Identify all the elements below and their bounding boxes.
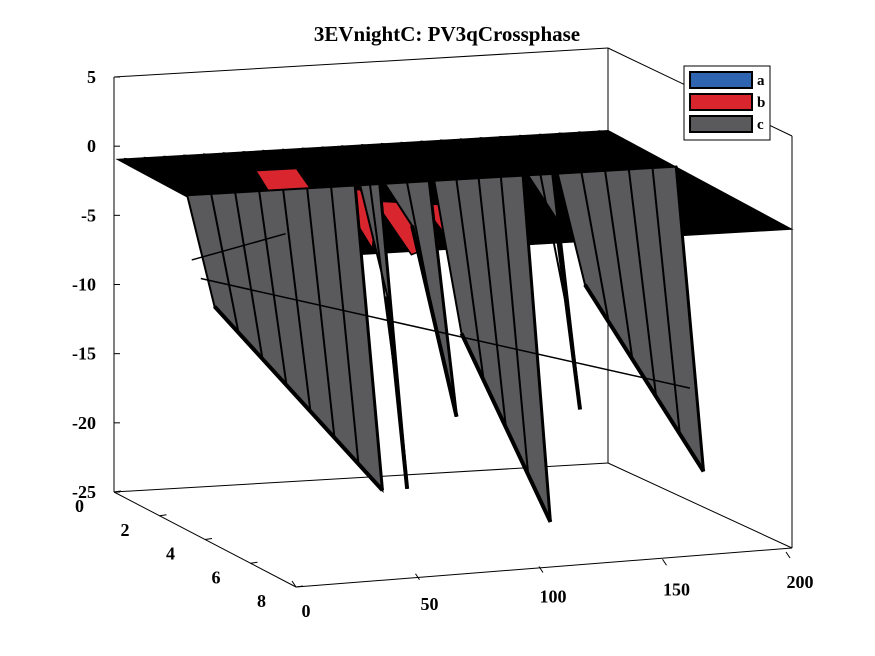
z-tick-label: -5 xyxy=(81,205,96,225)
panel-bottom-edge xyxy=(459,332,553,523)
plane-ridge xyxy=(242,150,250,155)
dip-panel-4 xyxy=(433,174,552,523)
panel-right-edge xyxy=(427,180,459,417)
panel-rib xyxy=(330,186,360,465)
panel-rib xyxy=(627,169,658,397)
x-tick-mark xyxy=(662,558,667,566)
x-tick-mark xyxy=(415,573,420,581)
surface-contour-line xyxy=(191,232,286,261)
plane-ridge xyxy=(321,146,329,151)
x-tick-label: 50 xyxy=(421,594,439,614)
x-axis-ticks: 0 50 100 150 200 xyxy=(291,551,814,621)
plane-ridge xyxy=(262,149,270,154)
dip-panel-1 xyxy=(185,184,384,494)
y-axis-ticks: 0 2 4 6 8 xyxy=(75,490,304,611)
z-tick-label: -15 xyxy=(72,344,96,364)
plane-ridge xyxy=(499,135,507,140)
plane-ridge xyxy=(360,144,368,148)
plane-ridge xyxy=(597,130,606,134)
x-tick-label: 150 xyxy=(663,579,690,599)
panel-rib xyxy=(499,176,530,475)
panel-right-edge xyxy=(551,173,582,410)
y-tick-label: 8 xyxy=(257,591,266,611)
z-axis-ticks: 5 0 -5 -10 -15 -20 -25 xyxy=(72,67,120,502)
z-tick-label: 5 xyxy=(87,67,96,87)
plane-ridge xyxy=(163,155,171,160)
legend-label-b: b xyxy=(757,95,765,111)
plane-ridge xyxy=(558,132,566,137)
x-tick-label: 0 xyxy=(302,601,311,621)
panel-bottom-edge xyxy=(213,305,384,492)
legend-swatch-b xyxy=(689,93,753,111)
dip-panel-2 xyxy=(358,182,409,489)
panel-rib xyxy=(604,170,634,360)
plane-ridge xyxy=(538,133,546,138)
plane-ridge xyxy=(143,156,151,161)
y-tick-mark xyxy=(113,490,122,493)
legend-swatch-a xyxy=(689,71,753,89)
z-tick-label: -25 xyxy=(72,482,96,502)
panel-rib xyxy=(210,193,240,333)
z-tick-label: 0 xyxy=(87,136,96,156)
y-tick-label: 0 xyxy=(75,496,84,516)
x-tick-label: 200 xyxy=(787,572,814,592)
surface-plot xyxy=(115,129,794,523)
plane-ridge xyxy=(301,147,309,152)
panel-right-edge xyxy=(353,185,384,491)
plane-ridge xyxy=(222,152,230,156)
plane-ridge xyxy=(400,141,408,146)
plane-ridge xyxy=(341,145,349,149)
floor-right-edge xyxy=(607,462,793,549)
plane-ridge xyxy=(439,139,448,144)
plane-ridge xyxy=(578,131,586,136)
y-tick-mark xyxy=(204,538,213,540)
plane-ridge xyxy=(459,138,467,142)
x-tick-mark xyxy=(291,580,297,588)
plane-ridge xyxy=(182,154,191,159)
panel-rib xyxy=(234,192,264,360)
panel-right-edge xyxy=(378,183,409,489)
z-tick-label: -20 xyxy=(72,413,96,433)
x-tick-mark xyxy=(538,566,544,573)
panel-right-edge xyxy=(674,166,706,472)
x-tick-mark xyxy=(785,551,791,559)
x-tick-label: 100 xyxy=(540,587,567,607)
panel-bottom-edge xyxy=(410,225,459,418)
panel-rib xyxy=(306,188,336,438)
y-tick-mark xyxy=(295,585,304,588)
y-tick-label: 4 xyxy=(166,544,175,564)
plane-ridge xyxy=(281,148,289,153)
y-tick-mark xyxy=(250,561,258,564)
y-tick-label: 6 xyxy=(212,567,221,587)
y-tick-mark xyxy=(159,514,167,517)
panel-rib xyxy=(258,190,288,386)
plane-ridge xyxy=(123,157,131,162)
surface-contour-line xyxy=(200,277,691,389)
panel-rib xyxy=(651,167,681,435)
panel-right-edge xyxy=(521,175,552,522)
legend-label-c: c xyxy=(757,117,764,133)
legend-label-a: a xyxy=(757,73,765,89)
panel-rib xyxy=(477,178,507,428)
y-tick-label: 2 xyxy=(121,520,130,540)
x-axis-line xyxy=(295,547,793,588)
panel-rib xyxy=(455,179,485,381)
plane-ridge xyxy=(518,134,527,139)
legend-swatch-c xyxy=(689,115,753,133)
plane-ridge xyxy=(479,137,487,141)
z-tick-label: -10 xyxy=(72,275,96,295)
plane-ridge xyxy=(202,153,210,158)
legend: abc xyxy=(683,65,771,141)
plane-ridge xyxy=(380,142,388,147)
chart-title: 3EVnightC: PV3qCrossphase xyxy=(314,22,580,46)
plane-ridge xyxy=(420,140,428,145)
back-top-edge xyxy=(113,47,609,78)
panel-rib xyxy=(580,172,610,323)
